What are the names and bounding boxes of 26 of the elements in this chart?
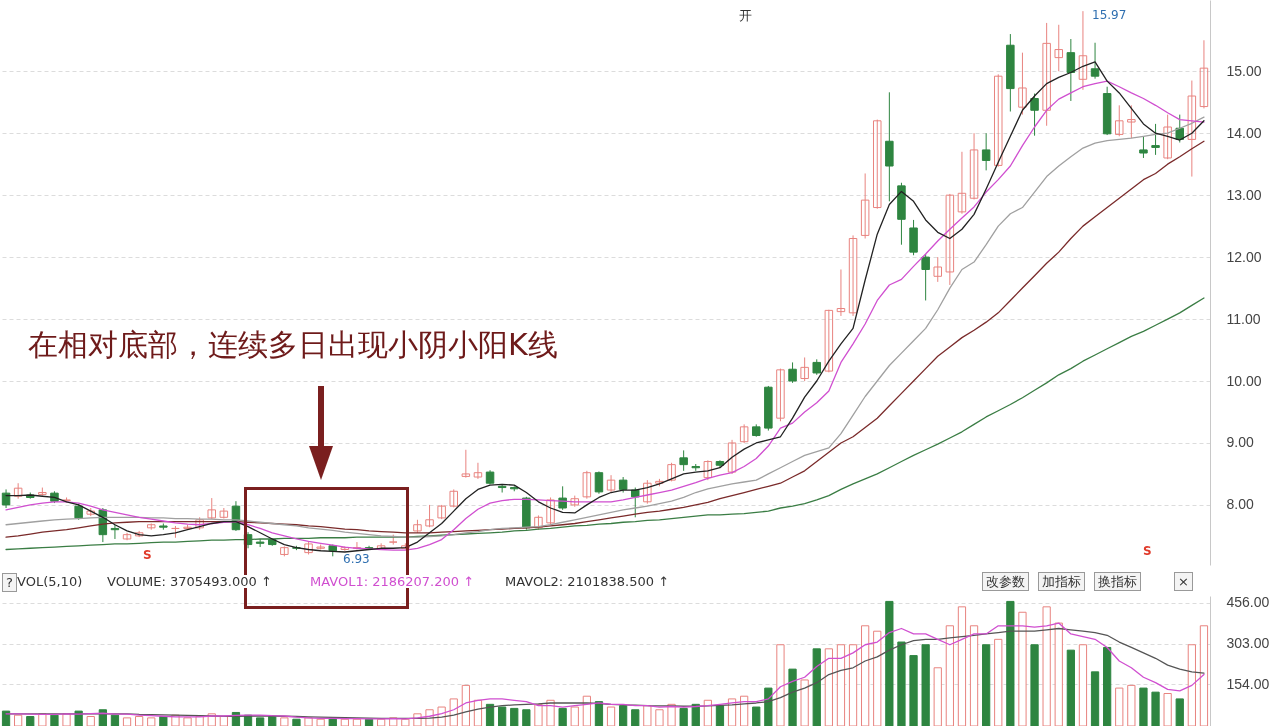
text: VOLUME: 3705493.000 ↑: [107, 574, 272, 589]
y-tick-label: 303.00: [1226, 635, 1270, 652]
y-tick-label: 9.00: [1226, 434, 1254, 451]
text: MAVOL1: 2186207.200 ↑: [310, 574, 475, 589]
y-tick-label: 10.00: [1226, 372, 1262, 389]
annotation: 开: [739, 8, 752, 23]
y-tick-label: 14.00: [1226, 124, 1262, 141]
y-tick-label: 11.00: [1226, 310, 1261, 327]
y-tick-label: 154.00: [1226, 675, 1270, 692]
annotation: S: [1143, 544, 1152, 558]
text: ?: [2, 573, 17, 592]
text: 加指标: [1038, 572, 1085, 591]
y-tick-label: 13.00: [1226, 186, 1262, 203]
y-tick-label: 15.00: [1226, 62, 1262, 79]
text: VOL(5,10): [17, 574, 83, 589]
text: ×: [1174, 572, 1193, 591]
annotation: 在相对底部，连续多日出现小阴小阳K线: [28, 327, 558, 362]
y-tick-label: 456.00: [1226, 594, 1270, 610]
y-tick-label: 12.00: [1226, 248, 1262, 265]
annotation: 6.93: [343, 552, 370, 566]
y-tick-label: 8.00: [1226, 496, 1254, 513]
text: 换指标: [1094, 572, 1141, 591]
text: 改参数: [982, 572, 1029, 591]
annotation: S: [143, 548, 152, 562]
annotation: 15.97: [1092, 8, 1127, 22]
text: MAVOL2: 2101838.500 ↑: [505, 574, 670, 589]
